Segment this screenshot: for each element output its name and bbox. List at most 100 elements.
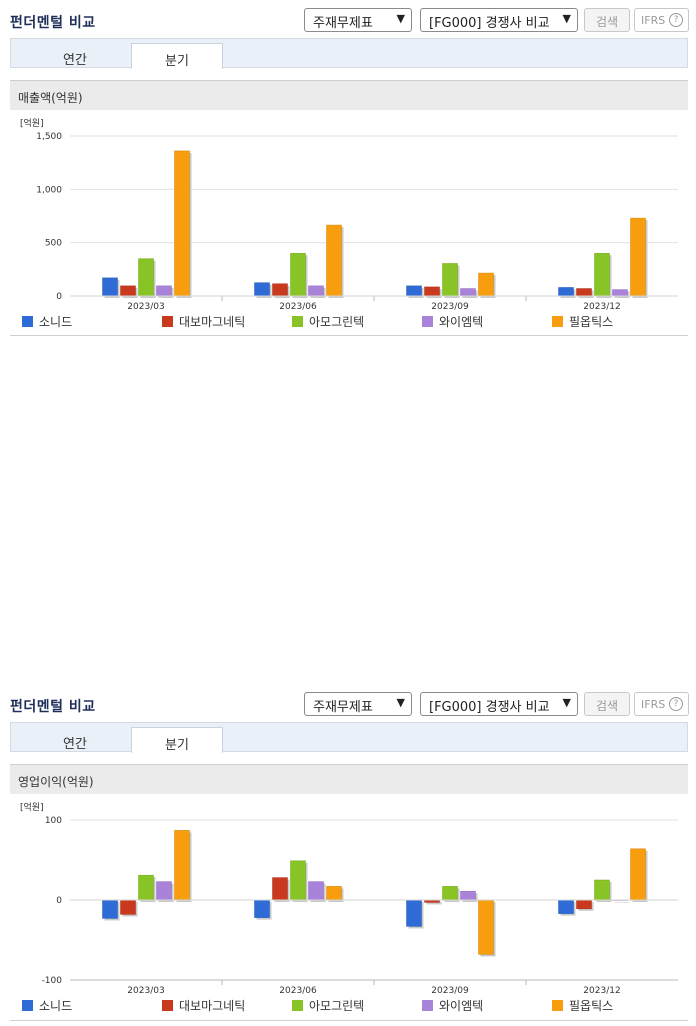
legend-swatch <box>292 316 303 327</box>
legend-item[interactable]: 와이엠텍 <box>422 313 483 330</box>
bar-대보마그네틱 <box>120 285 136 297</box>
search-button[interactable]: 검색 <box>584 8 630 32</box>
statement-select[interactable]: 주재무제표 ▼ <box>304 8 412 32</box>
legend-item[interactable]: 대보마그네틱 <box>162 997 245 1014</box>
peer-group-select[interactable]: [FG000] 경쟁사 비교 ▼ <box>420 8 578 32</box>
bar-필옵틱스 <box>174 150 190 297</box>
y-tick-label: 0 <box>56 292 62 302</box>
ifrs-button[interactable]: IFRS ? <box>634 692 689 716</box>
metric-label: 매출액(억원) <box>10 80 688 110</box>
bar-대보마그네틱 <box>576 288 592 297</box>
x-tick-label: 2023/12 <box>583 986 620 996</box>
legend-label: 아모그린텍 <box>309 315 365 329</box>
panel-header: 펀더멘털 비교 주재무제표 ▼ [FG000] 경쟁사 비교 ▼ 검색 IFRS… <box>0 684 696 722</box>
bar-대보마그네틱 <box>120 899 136 915</box>
bar-아모그린텍 <box>594 879 610 901</box>
legend-item[interactable]: 필옵틱스 <box>552 313 613 330</box>
period-tabs: 연간 분기 <box>10 722 688 753</box>
ifrs-button[interactable]: IFRS ? <box>634 8 689 32</box>
legend-swatch <box>22 316 33 327</box>
x-tick-label: 2023/09 <box>431 302 469 312</box>
legend-swatch <box>552 316 563 327</box>
statement-select-value: 주재무제표 <box>313 700 373 715</box>
tab-quarterly[interactable]: 분기 <box>131 727 223 753</box>
legend-item[interactable]: 대보마그네틱 <box>162 313 245 330</box>
legend-swatch <box>162 1000 173 1011</box>
bar-대보마그네틱 <box>272 877 288 901</box>
bar-아모그린텍 <box>138 258 154 297</box>
bar-대보마그네틱 <box>272 283 288 297</box>
bar-소니드 <box>254 282 270 297</box>
bar-아모그린텍 <box>138 874 154 901</box>
legend-item[interactable]: 소니드 <box>22 313 72 330</box>
tab-annual[interactable]: 연간 <box>63 53 87 68</box>
bar-필옵틱스 <box>478 272 494 297</box>
bar-필옵틱스 <box>630 217 646 297</box>
revenue-bar-chart: [억원] 0 500 1,000 1,500 2023/03 2023/06 2023/09 2… <box>20 117 678 312</box>
bar-소니드 <box>254 899 270 918</box>
statement-select[interactable]: 주재무제표 ▼ <box>304 692 412 716</box>
legend-item[interactable]: 와이엠텍 <box>422 997 483 1014</box>
bar-필옵틱스 <box>174 830 190 901</box>
x-tick-label: 2023/12 <box>583 302 620 312</box>
bar-소니드 <box>406 285 422 297</box>
operating-income-bar-chart: [억원] -100 0 100 2023/03 2023/06 2023/09 2023/12 <box>20 801 678 996</box>
peer-group-select[interactable]: [FG000] 경쟁사 비교 ▼ <box>420 692 578 716</box>
tab-quarterly[interactable]: 분기 <box>131 43 223 69</box>
chevron-down-icon: ▼ <box>562 12 571 25</box>
y-tick-label: 1,500 <box>36 132 62 142</box>
bar-소니드 <box>102 899 118 919</box>
bar-대보마그네틱 <box>576 899 592 910</box>
bar-필옵틱스 <box>326 886 342 901</box>
bar-필옵틱스 <box>478 899 494 955</box>
divider <box>10 335 688 336</box>
metric-label: 영업이익(억원) <box>10 764 688 794</box>
panel-operating-income: 펀더멘털 비교 주재무제표 ▼ [FG000] 경쟁사 비교 ▼ 검색 IFRS… <box>0 684 696 1026</box>
bar-아모그린텍 <box>442 263 458 297</box>
y-tick-label: 100 <box>45 816 62 826</box>
chevron-down-icon: ▼ <box>396 12 405 25</box>
legend-label: 와이엠텍 <box>439 999 484 1013</box>
legend-item[interactable]: 아모그린텍 <box>292 997 364 1014</box>
bar-아모그린텍 <box>290 860 306 901</box>
panel-header: 펀더멘털 비교 주재무제표 ▼ [FG000] 경쟁사 비교 ▼ 검색 IFRS… <box>0 0 696 38</box>
panel-revenue: 펀더멘털 비교 주재무제표 ▼ [FG000] 경쟁사 비교 ▼ 검색 IFRS… <box>0 0 696 342</box>
chevron-down-icon: ▼ <box>396 696 405 709</box>
divider <box>10 1020 688 1021</box>
bar-와이엠텍 <box>156 881 172 901</box>
bar-아모그린텍 <box>594 253 610 297</box>
x-tick-label: 2023/03 <box>127 986 164 996</box>
chevron-down-icon: ▼ <box>562 696 571 709</box>
bar-와이엠텍 <box>460 890 476 901</box>
legend-swatch <box>22 1000 33 1011</box>
bar-소니드 <box>406 899 422 927</box>
panel-title: 펀더멘털 비교 <box>10 699 96 715</box>
legend-item[interactable]: 필옵틱스 <box>552 997 613 1014</box>
bar-소니드 <box>558 287 574 297</box>
bar-와이엠텍 <box>460 288 476 297</box>
legend-label: 소니드 <box>39 999 73 1013</box>
legend-label: 와이엠텍 <box>439 315 484 329</box>
bar-와이엠텍 <box>308 285 324 297</box>
legend-label: 소니드 <box>39 315 73 329</box>
y-unit-label: [억원] <box>20 117 44 129</box>
y-unit-label: [억원] <box>20 801 44 813</box>
search-button[interactable]: 검색 <box>584 692 630 716</box>
legend-item[interactable]: 아모그린텍 <box>292 313 364 330</box>
legend-item[interactable]: 소니드 <box>22 997 72 1014</box>
y-tick-label: 500 <box>45 239 62 249</box>
x-tick-label: 2023/06 <box>279 302 317 312</box>
period-tabs: 연간 분기 <box>10 38 688 69</box>
legend-swatch <box>292 1000 303 1011</box>
legend-swatch <box>422 316 433 327</box>
bar-아모그린텍 <box>442 886 458 901</box>
bar-아모그린텍 <box>290 253 306 297</box>
help-icon: ? <box>669 697 683 711</box>
help-icon: ? <box>669 13 683 27</box>
legend-label: 필옵틱스 <box>569 999 614 1013</box>
legend-label: 대보마그네틱 <box>179 999 246 1013</box>
bar-소니드 <box>102 277 118 297</box>
y-tick-label: 1,000 <box>36 185 62 195</box>
tab-annual[interactable]: 연간 <box>63 737 87 752</box>
legend-swatch <box>422 1000 433 1011</box>
